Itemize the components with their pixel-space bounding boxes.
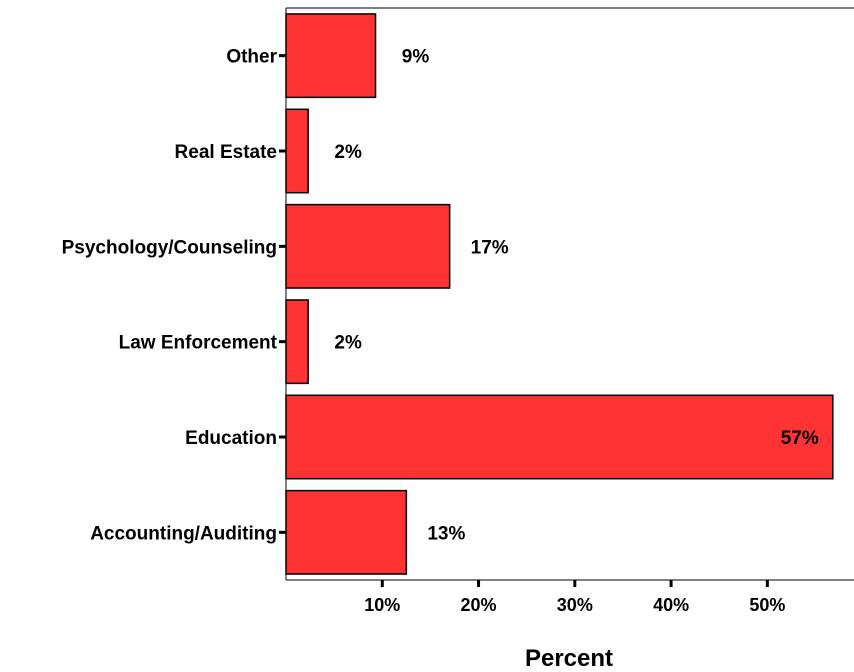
plot-frame (285, 7, 854, 581)
category-label: Law Enforcement (119, 333, 278, 354)
x-tick-label: 40% (653, 595, 689, 615)
bar (285, 13, 377, 99)
bar (285, 489, 408, 575)
category-label: Real Estate (175, 142, 277, 163)
data-label: 2% (334, 333, 362, 354)
y-ticks-group: Other Real Estate Psychology/Counseling Law… (62, 47, 286, 544)
x-ticks-group: 10% 20% 30% 40% 50% (364, 580, 785, 615)
data-label: 13% (427, 523, 465, 544)
bar (285, 108, 309, 194)
data-label: 17% (471, 237, 509, 258)
category-label: Psychology/Counseling (62, 237, 277, 258)
x-tick-label: 20% (461, 595, 497, 615)
x-tick-label: 30% (557, 595, 593, 615)
category-label: Education (185, 428, 277, 449)
category-label: Accounting/Auditing (90, 523, 277, 544)
x-tick-label: 50% (749, 595, 785, 615)
bar (285, 299, 309, 385)
data-label: 57% (781, 428, 819, 449)
data-labels-group: 9% 2% 17% 2% 57% 13% (334, 47, 819, 545)
x-tick-label: 10% (364, 595, 400, 615)
category-label: Other (226, 47, 277, 68)
data-label: 2% (334, 142, 362, 163)
data-label: 9% (402, 47, 430, 68)
bar (285, 394, 834, 480)
x-axis-title: Percent (525, 645, 613, 672)
bar (285, 203, 451, 289)
bars-group (285, 13, 834, 575)
